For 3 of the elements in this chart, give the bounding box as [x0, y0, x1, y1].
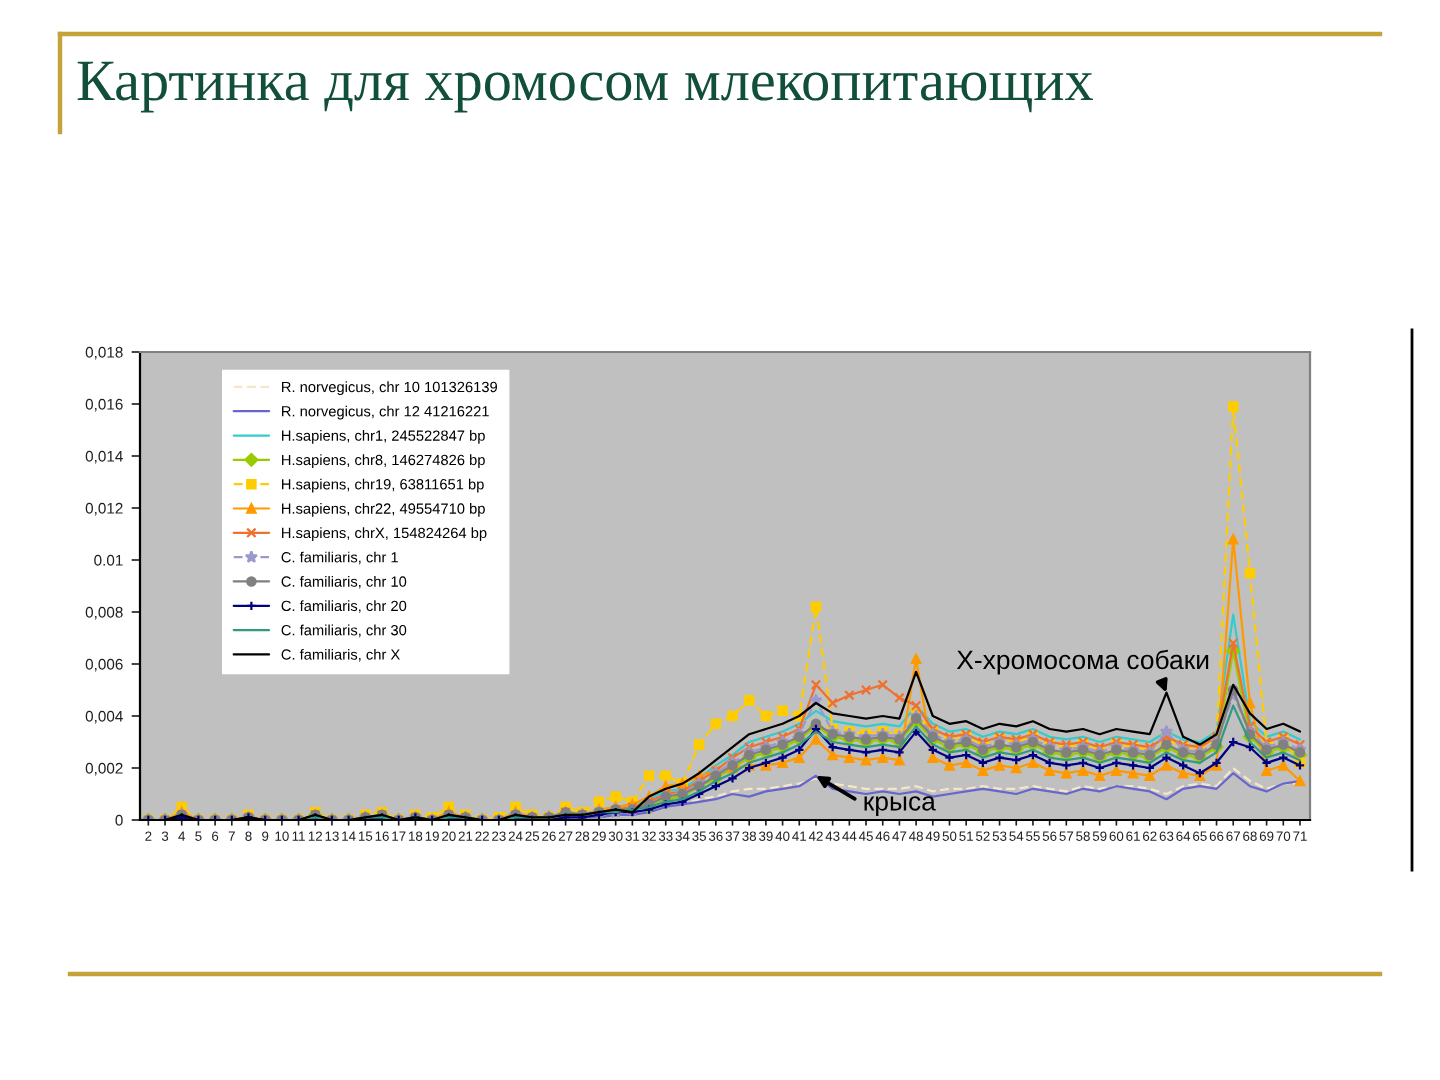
- chart-title: Картинка для хромосом млекопитающих: [77, 61, 1093, 113]
- annotation: X-хромосома собаки: [956, 649, 1209, 675]
- annotation: крыса: [864, 796, 936, 816]
